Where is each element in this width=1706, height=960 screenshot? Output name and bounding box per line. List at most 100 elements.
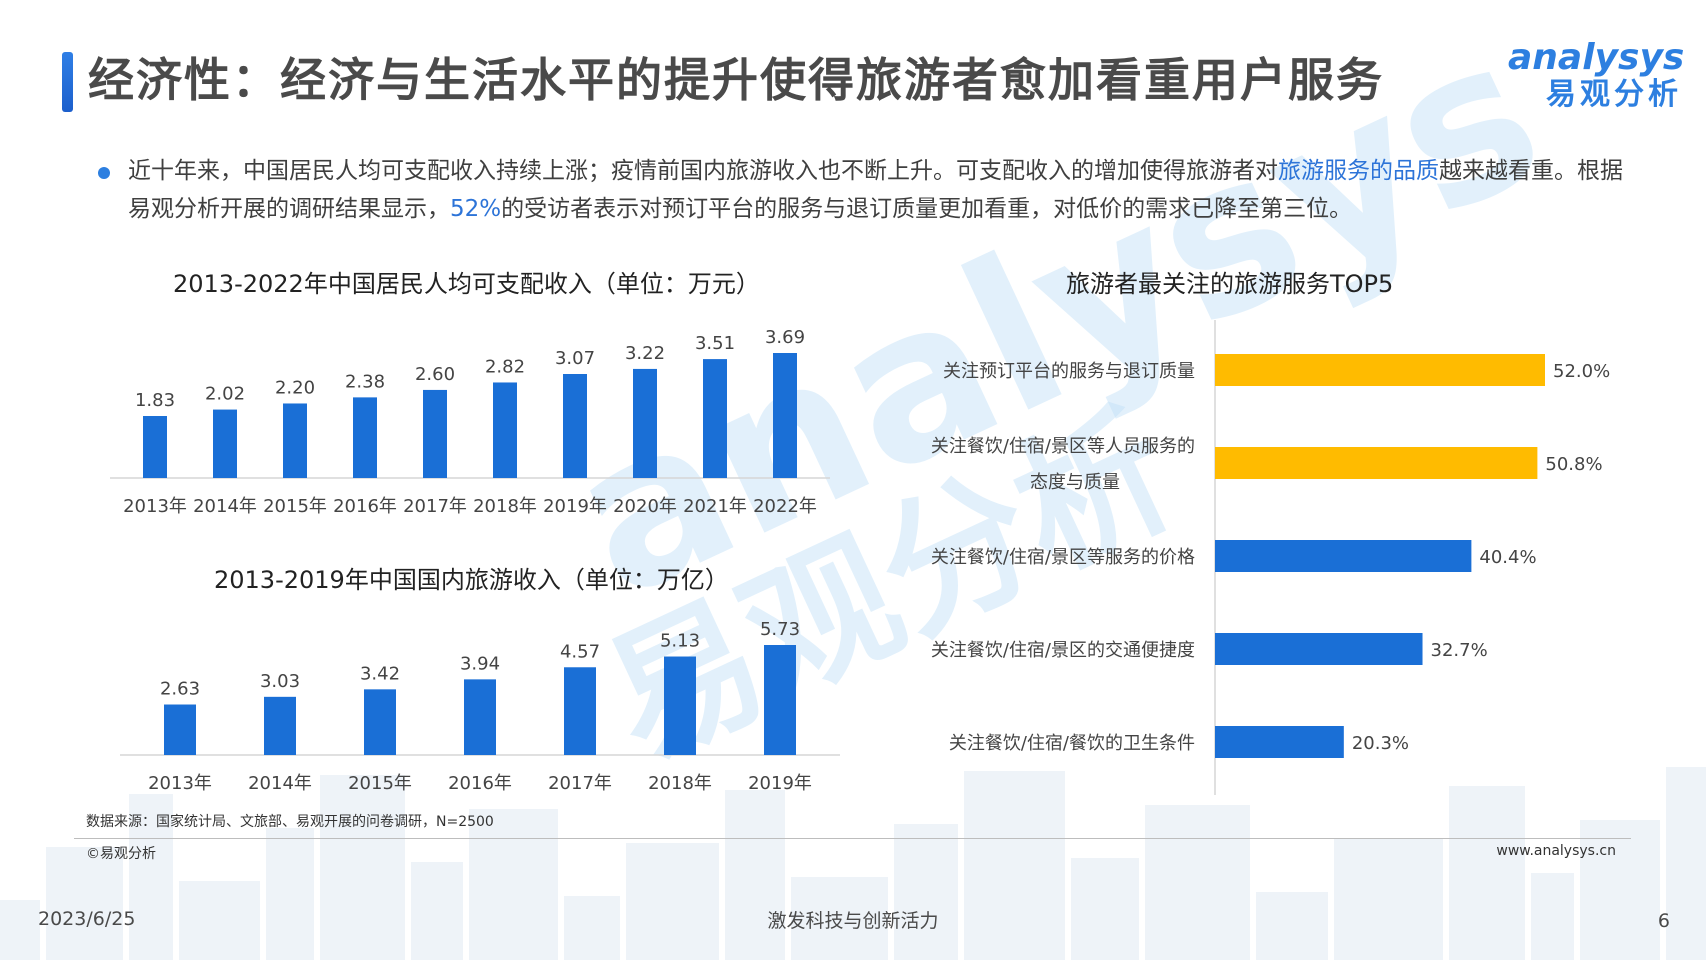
slogan: 激发科技与创新活力 [767,910,939,932]
skyline-building [1449,786,1525,960]
data-label: 3.69 [765,327,805,348]
data-label: 2.60 [415,364,455,385]
skyline-building [1580,820,1660,960]
bar [633,368,657,478]
skyline-building [129,794,173,960]
logo-text-cn: 易观分析 [1546,77,1682,112]
x-tick-label: 2014年 [193,496,257,517]
skyline-building [1145,805,1250,960]
x-tick-label: 2017年 [548,773,612,794]
x-tick-label: 2022年 [753,496,817,517]
bar [283,403,307,478]
tourism-chart-title: 2013-2019年中国国内旅游收入（单位：万亿） [214,566,729,594]
data-label: 40.4% [1479,547,1536,568]
bar [563,374,587,478]
tourism-revenue-bar-chart: 2.63 2013年 3.03 2014年 3.42 2015年 3.94 2016年 4.57… [120,619,840,794]
skyline-building [791,877,888,960]
title-accent-bar [62,52,73,112]
page-title: 经济性：经济与生活水平的提升使得旅游者愈加看重用户服务 [88,53,1384,107]
data-label: 3.94 [460,653,500,674]
x-tick-label: 2019年 [748,773,812,794]
x-tick-label: 2014年 [248,773,312,794]
bar [213,409,237,478]
bar [493,382,517,478]
data-label: 2.38 [345,371,385,392]
data-label: 32.7% [1431,640,1488,661]
income-bar-chart: 1.83 2013年 2.02 2014年 2.20 2015年 2.38 2016年 2.60… [110,327,830,517]
skyline-building [964,771,1065,960]
top5-service-bar-chart: 52.0% 关注预订平台的服务与退订质量 50.8% 关注餐饮/住宿/景区等人员服务的… [931,320,1610,795]
data-label: 20.3% [1352,733,1409,754]
skyline-building [179,881,260,960]
data-label: 2.20 [275,377,315,398]
intro-highlight-percent: 52% [450,196,502,222]
x-tick-label: 2018年 [473,496,537,517]
bar [464,679,496,755]
bar [1215,447,1538,479]
bullet-dot-icon [98,167,110,179]
data-label: 5.13 [660,631,700,652]
skyline-building [1071,858,1139,960]
footer-divider [74,838,1631,839]
y-category-label: 关注餐饮/住宿/景区等服务的价格 [931,547,1195,568]
bar [353,397,377,478]
data-label: 3.03 [260,671,300,692]
bar [773,353,797,478]
x-tick-label: 2015年 [263,496,327,517]
skyline-building [46,847,123,960]
skyline-building [1666,767,1706,960]
bar [703,359,727,478]
bar [664,656,696,755]
x-tick-label: 2013年 [123,496,187,517]
skyline-building [626,843,719,960]
skyline-building [0,900,40,960]
data-label: 1.83 [135,390,175,411]
bar [264,696,296,755]
bar [1215,354,1545,386]
y-category-label: 态度与质量 [1030,472,1120,493]
x-tick-label: 2021年 [683,496,747,517]
data-label: 2.63 [160,679,200,700]
bar [764,645,796,755]
skyline-building [894,824,958,960]
data-label: 5.73 [760,619,800,640]
data-label: 2.82 [485,356,525,377]
data-source: 数据来源：国家统计局、文旅部、易观开展的问卷调研，N=2500 [86,814,494,830]
bar [423,389,447,478]
bar [1215,540,1472,572]
page-number: 6 [1657,910,1670,932]
skyline-building [1531,873,1574,960]
data-label: 50.8% [1545,454,1602,475]
skyline-building [564,896,620,960]
skyline-buildings [0,767,1706,960]
analysys-logo: analysys 易观分析 [1508,38,1688,112]
data-label: 4.57 [560,641,600,662]
data-label: 3.42 [360,663,400,684]
skyline-building [1334,839,1443,960]
website-link[interactable]: www.analysys.cn [1496,843,1616,859]
x-tick-label: 2015年 [348,773,412,794]
y-category-label: 关注预订平台的服务与退订质量 [943,361,1195,382]
x-tick-label: 2017年 [403,496,467,517]
x-tick-label: 2019年 [543,496,607,517]
intro-text-2: 越来越看重。根据易观分析开展的调研结果显示， [128,158,1623,222]
logo-text-en: analysys [1508,37,1685,78]
x-tick-label: 2020年 [613,496,677,517]
skyline-building [411,862,463,960]
intro-text-1: 近十年来，中国居民人均可支配收入持续上涨；疫情前国内旅游收入也不断上升。可支配收… [128,158,1278,184]
x-tick-label: 2018年 [648,773,712,794]
slide-date: 2023/6/25 [38,908,136,930]
skyline-building [266,828,314,960]
skyline-building [320,775,405,960]
bar [1215,726,1344,758]
income-chart-title: 2013-2022年中国居民人均可支配收入（单位：万元） [173,270,760,298]
bar [143,416,167,478]
bar [1215,633,1423,665]
intro-highlight-service-quality: 旅游服务的品质 [1278,158,1439,184]
data-label: 52.0% [1553,361,1610,382]
copyright: ©易观分析 [86,846,156,862]
skyline-building [469,809,558,960]
data-label: 3.51 [695,333,735,354]
data-label: 3.07 [555,348,595,369]
